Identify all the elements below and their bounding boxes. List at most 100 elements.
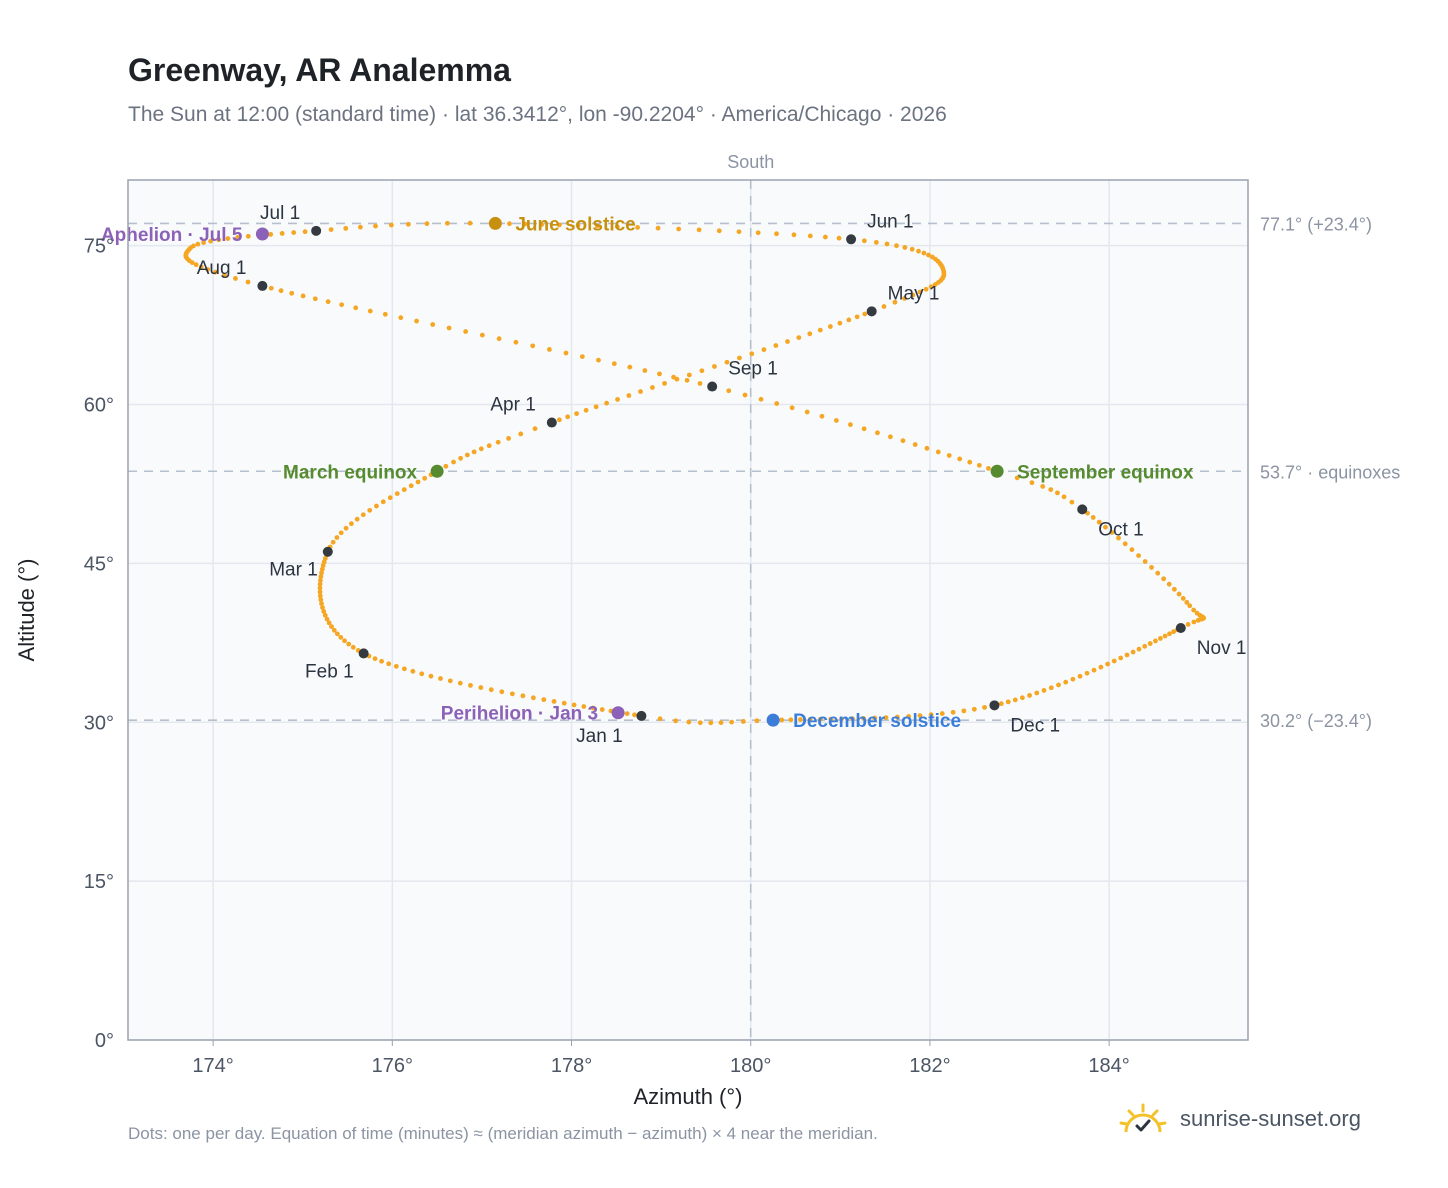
x-axis-label: Azimuth (°) bbox=[633, 1084, 742, 1109]
daily-sun-dot bbox=[837, 320, 843, 326]
daily-sun-dot bbox=[321, 609, 327, 614]
daily-sun-dot bbox=[401, 487, 407, 493]
daily-sun-dot bbox=[428, 673, 434, 679]
event-marker bbox=[611, 706, 625, 720]
daily-sun-dot bbox=[1014, 475, 1020, 481]
y-tick-label: 75° bbox=[84, 236, 114, 258]
daily-sun-dot bbox=[684, 377, 690, 383]
daily-sun-dot bbox=[986, 465, 991, 471]
daily-sun-dot bbox=[1171, 629, 1176, 635]
month-marker-label: Nov 1 bbox=[1197, 638, 1247, 659]
daily-sun-dot bbox=[729, 719, 735, 725]
daily-sun-dot bbox=[557, 222, 562, 228]
daily-sun-dot bbox=[424, 221, 430, 227]
daily-sun-dot bbox=[950, 709, 956, 715]
daily-sun-dot bbox=[1176, 591, 1182, 597]
daily-sun-dot bbox=[463, 329, 469, 334]
daily-sun-dot bbox=[590, 705, 596, 711]
daily-sun-dot bbox=[594, 223, 600, 229]
x-tick-label: 176° bbox=[372, 1055, 413, 1077]
daily-sun-dot bbox=[673, 718, 679, 724]
daily-sun-dot bbox=[394, 491, 400, 497]
daily-sun-dot bbox=[222, 272, 227, 278]
brand-name: sunrise-sunset.org bbox=[1180, 1106, 1361, 1131]
daily-sun-dot bbox=[451, 459, 456, 465]
daily-sun-dot bbox=[626, 393, 632, 398]
y-tick-label: 30° bbox=[84, 712, 114, 734]
daily-sun-dot bbox=[322, 612, 328, 618]
daily-sun-dot bbox=[642, 368, 648, 373]
daily-sun-dot bbox=[358, 224, 363, 230]
daily-sun-dot bbox=[817, 716, 823, 722]
daily-sun-dot bbox=[268, 285, 274, 291]
daily-sun-dot bbox=[268, 231, 274, 237]
daily-sun-dot bbox=[957, 456, 963, 462]
daily-sun-dot bbox=[638, 389, 643, 394]
daily-sun-dot bbox=[334, 631, 340, 637]
daily-sun-dot bbox=[532, 426, 538, 432]
daily-sun-dot bbox=[998, 701, 1004, 707]
brand-logo[interactable]: sunrise-sunset.org bbox=[1118, 1102, 1361, 1136]
daily-sun-dot bbox=[338, 530, 344, 536]
daily-sun-dot bbox=[916, 248, 921, 254]
daily-sun-dot bbox=[976, 462, 982, 468]
daily-sun-dot bbox=[718, 720, 724, 726]
daily-sun-dot bbox=[686, 372, 692, 378]
daily-sun-dot bbox=[627, 364, 633, 370]
daily-sun-dot bbox=[1129, 547, 1135, 553]
daily-sun-dot bbox=[910, 292, 916, 298]
daily-sun-dot bbox=[330, 539, 336, 545]
daily-sun-dot bbox=[724, 359, 730, 365]
daily-sun-dot bbox=[924, 445, 930, 451]
daily-sun-dot bbox=[189, 260, 195, 266]
daily-sun-dot bbox=[1155, 570, 1161, 576]
daily-sun-dot bbox=[807, 717, 813, 722]
daily-sun-dot bbox=[1084, 670, 1090, 676]
daily-sun-dot bbox=[386, 661, 392, 667]
daily-sun-dot bbox=[935, 449, 941, 455]
daily-sun-dot bbox=[382, 311, 388, 317]
month-marker bbox=[989, 700, 1000, 711]
daily-sun-dot bbox=[971, 706, 977, 712]
daily-sun-dot bbox=[854, 314, 860, 320]
daily-sun-dot bbox=[614, 224, 620, 230]
daily-sun-dot bbox=[507, 221, 512, 227]
month-markers: Jan 1 Feb 1 Mar 1 Apr 1 May 1 Jun 1 Jul 1 Aug 1… bbox=[197, 203, 1247, 747]
daily-sun-dot bbox=[1070, 676, 1076, 682]
daily-sun-dot bbox=[779, 717, 785, 723]
daily-sun-dot bbox=[486, 443, 492, 449]
daily-sun-dot bbox=[807, 233, 813, 239]
daily-sun-dot bbox=[1153, 638, 1158, 644]
daily-sun-dot bbox=[791, 232, 797, 238]
daily-sun-dot bbox=[551, 699, 557, 704]
daily-sun-dot bbox=[324, 616, 330, 622]
daily-sun-dot bbox=[329, 624, 334, 630]
daily-sun-dot bbox=[846, 317, 852, 323]
daily-sun-dot bbox=[289, 290, 295, 296]
event-marker bbox=[488, 216, 502, 230]
daily-sun-dot bbox=[807, 331, 813, 337]
daily-sun-dot bbox=[604, 400, 610, 406]
daily-sun-dot bbox=[387, 495, 393, 501]
daily-sun-dot bbox=[1142, 643, 1148, 649]
daily-sun-dot bbox=[754, 718, 760, 724]
event-markers: June solstice March equinox September equi… bbox=[101, 214, 1194, 732]
daily-sun-dot bbox=[737, 355, 742, 361]
daily-sun-dot bbox=[1142, 559, 1148, 564]
daily-sun-dot bbox=[1103, 524, 1108, 530]
daily-sun-dot bbox=[547, 347, 552, 352]
plot-background bbox=[128, 180, 1248, 1040]
daily-sun-dot bbox=[438, 676, 443, 681]
daily-sun-dot bbox=[320, 605, 325, 611]
daily-sun-dot bbox=[699, 368, 705, 374]
daily-sun-dot bbox=[557, 417, 562, 423]
daily-sun-dot bbox=[478, 685, 484, 690]
daily-sun-dot bbox=[367, 308, 373, 314]
daily-sun-dot bbox=[509, 691, 515, 697]
daily-sun-dot bbox=[1111, 658, 1117, 664]
event-marker bbox=[990, 464, 1004, 478]
daily-sun-dot bbox=[318, 577, 323, 583]
daily-sun-dot bbox=[862, 311, 868, 317]
event-label: Perihelion · Jan 3 bbox=[441, 704, 598, 725]
daily-sun-dot bbox=[1034, 690, 1040, 696]
